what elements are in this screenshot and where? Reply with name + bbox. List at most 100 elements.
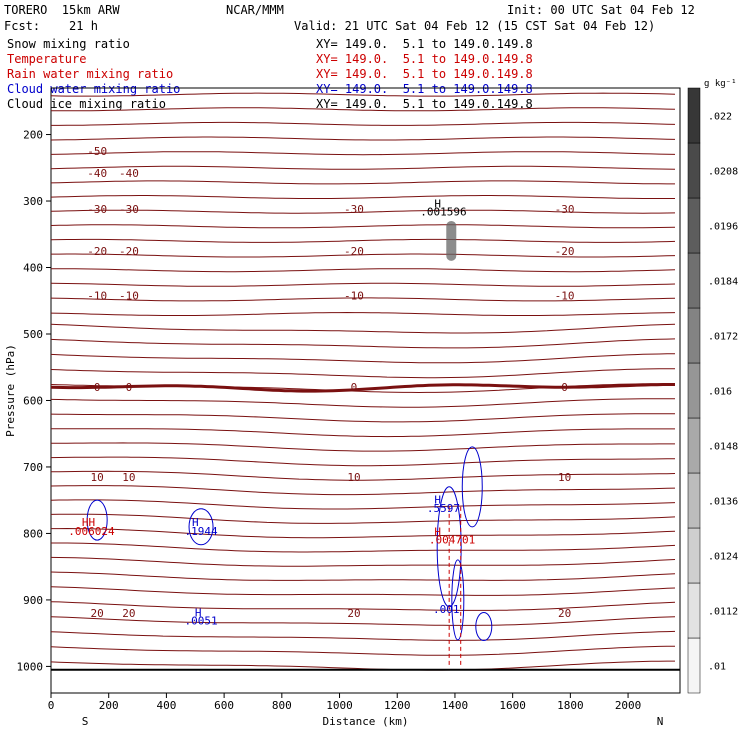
temperature-contour-label: 20 <box>91 607 104 620</box>
y-tick-label: 200 <box>23 129 43 142</box>
temperature-contour-label: -30 <box>119 203 139 216</box>
colorbar-tick-label: .0184 <box>708 277 738 288</box>
extremum-label: .001596 <box>420 206 466 219</box>
temperature-contour-line <box>50 180 675 185</box>
cloud-water-contour <box>451 559 465 641</box>
temperature-contour-label: -10 <box>555 289 575 302</box>
temperature-contour-label: -30 <box>87 203 107 216</box>
colorbar-segment <box>687 417 701 474</box>
field-name-rain: Rain water mixing ratio <box>7 67 174 81</box>
temperature-contour-line <box>50 601 676 611</box>
extremum-label: .5597 <box>427 502 460 515</box>
rain-water-contour <box>448 506 462 667</box>
temperature-contour-line <box>50 556 676 567</box>
x-tick-label: 200 <box>99 699 119 712</box>
colorbar-tick-label: .016 <box>708 387 732 398</box>
temperature-contour-label: -10 <box>344 289 364 302</box>
colorbar-segment <box>687 142 701 199</box>
temperature-contour-label: -40 <box>87 167 107 180</box>
temperature-contour-line <box>50 209 676 214</box>
temperature-contour-label: -30 <box>555 203 575 216</box>
temperature-contour-line <box>50 151 676 156</box>
freezing-level-contour <box>50 383 675 393</box>
cloud-water-contour <box>475 612 493 642</box>
temperature-contour-label: -10 <box>87 289 107 302</box>
temperature-contour-line <box>50 368 675 379</box>
x-tick-label: 1000 <box>326 699 353 712</box>
temperature-contour-line <box>51 442 675 452</box>
temperature-contour-label: 20 <box>347 607 360 620</box>
temperature-contour-label: -20 <box>344 245 364 258</box>
colorbar-tick-label: .0208 <box>708 167 738 178</box>
field-name-temperature: Temperature <box>7 52 87 66</box>
temperature-contour-label: -50 <box>87 145 107 158</box>
temperature-contour-line <box>51 268 676 273</box>
y-tick-label: 900 <box>23 594 43 607</box>
colorbar-segment <box>687 362 701 419</box>
colorbar-tick-label: .0172 <box>708 332 738 343</box>
field-xy-cloud-ice: XY= 149.0. 5.1 to 149.0.149.8 <box>316 97 533 111</box>
colorbar-tick-label: .022 <box>708 112 732 123</box>
temperature-contour-line <box>50 195 675 199</box>
colorbar-tick-label: .0148 <box>708 442 738 453</box>
x-tick-label: 1200 <box>384 699 411 712</box>
temperature-contour-line <box>50 645 676 656</box>
temperature-contour-line <box>50 165 676 170</box>
temperature-contour-line <box>50 428 675 438</box>
x-tick-label: 1600 <box>499 699 526 712</box>
colorbar-segment <box>687 197 701 254</box>
temperature-contour-line <box>50 297 676 302</box>
temperature-contour-line <box>50 616 676 626</box>
temperature-contour-line <box>51 542 676 553</box>
temperature-contour-line <box>50 353 676 364</box>
extremum-label: .0051 <box>184 615 217 628</box>
extremum-label: H <box>192 516 199 529</box>
field-name-snow: Snow mixing ratio <box>7 37 130 51</box>
y-tick-label: 600 <box>23 394 43 407</box>
temperature-contour-line <box>51 253 676 258</box>
extremum-label: .1944 <box>184 525 217 538</box>
x-tick-label: 0 <box>48 699 55 712</box>
extremum-label: .001 <box>433 603 460 616</box>
field-xy-cloud-water: XY= 149.0. 5.1 to 149.0.149.8 <box>316 82 533 96</box>
temperature-contour-line <box>50 311 676 316</box>
cloud-water-contour <box>86 499 108 541</box>
extremum-label: .004701 <box>429 533 475 546</box>
x-tick-label: 1800 <box>557 699 584 712</box>
forecast-hour: Fcst: 21 h <box>4 19 98 33</box>
cloud-water-contour <box>188 508 214 546</box>
colorbar-segment <box>687 307 701 364</box>
temperature-contour-label: 0 <box>126 381 133 394</box>
temperature-contour-label: -20 <box>119 245 139 258</box>
temperature-contour-label: 20 <box>122 607 135 620</box>
temperature-contour-label: 0 <box>94 381 101 394</box>
temperature-contour-line <box>50 413 675 423</box>
colorbar-tick-label: .0124 <box>708 552 738 563</box>
temperature-contour-line <box>51 527 676 539</box>
temperature-contour-line <box>51 107 676 112</box>
colorbar-segment <box>687 472 701 529</box>
temperature-contour-line <box>50 571 676 581</box>
temperature-contour-label: 0 <box>561 381 568 394</box>
colorbar-segment <box>687 87 701 144</box>
temperature-contour-line <box>50 586 676 596</box>
temperature-contour-line <box>50 224 676 229</box>
field-xy-snow: XY= 149.0. 5.1 to 149.0.149.8 <box>316 37 533 51</box>
y-tick-label: 800 <box>23 527 43 540</box>
temperature-contour-label: 0 <box>351 381 358 394</box>
colorbar-segment <box>687 252 701 309</box>
field-name-cloud-ice: Cloud ice mixing ratio <box>7 97 166 111</box>
temperature-contour-label: -40 <box>119 167 139 180</box>
init-time: Init: 00 UTC Sat 04 Feb 12 <box>507 3 695 17</box>
extremum-label: .006024 <box>68 525 115 538</box>
valid-time: Valid: 21 UTC Sat 04 Feb 12 (15 CST Sat … <box>294 19 656 33</box>
colorbar-segment <box>687 527 701 584</box>
temperature-contour-line <box>50 136 676 141</box>
cloud-water-contour <box>461 446 483 528</box>
temperature-contour-label: 20 <box>558 607 571 620</box>
temperature-contour-label: -20 <box>555 245 575 258</box>
y-tick-label: 300 <box>23 195 43 208</box>
temperature-contour-line <box>50 338 676 349</box>
x-tick-label: 400 <box>156 699 176 712</box>
